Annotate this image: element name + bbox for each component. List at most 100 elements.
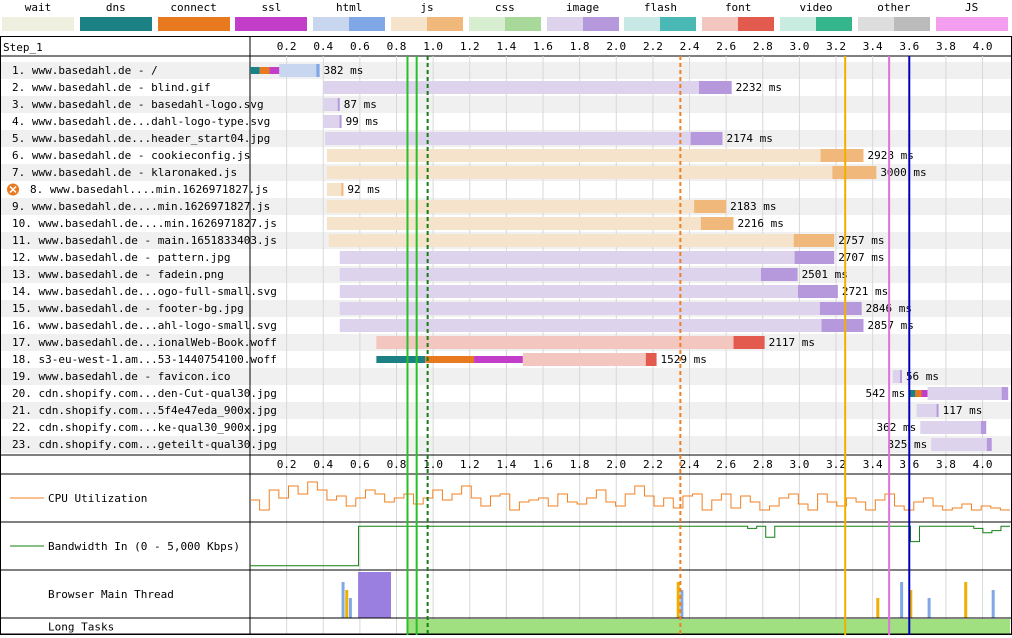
download-segment	[690, 132, 723, 145]
axis-tick-label: 3.4	[863, 458, 883, 471]
request-bar	[892, 370, 902, 383]
panel-label: Bandwidth In (0 - 5,000 Kbps)	[48, 540, 240, 553]
request-label: 14. www.basedahl.de...ogo-full-small.svg	[12, 285, 277, 298]
download-segment	[798, 285, 838, 298]
legend-label: connect	[170, 1, 217, 14]
axis-tick-label: 0.8	[387, 458, 407, 471]
axis-tick-label: 1.8	[570, 458, 590, 471]
legend-item-font: font	[700, 0, 776, 36]
legend-item-video: video	[778, 0, 854, 36]
request-label: 19. www.basedahl.de - favicon.ico	[12, 370, 231, 383]
request-bar	[339, 302, 862, 315]
download-segment	[832, 166, 877, 179]
legend-item-connect: connect	[156, 0, 232, 36]
request-bar	[927, 387, 1009, 400]
request-bar	[326, 166, 877, 179]
axis-tick-label: 0.4	[313, 458, 333, 471]
request-label: 8. www.basedahl....min.1626971827.js	[30, 183, 268, 196]
main-thread-spike	[964, 582, 968, 618]
axis-tick-label: 1.4	[496, 458, 516, 471]
legend-swatch	[313, 17, 386, 31]
download-segment	[316, 64, 320, 77]
legend-label: font	[724, 1, 752, 14]
download-segment	[936, 404, 939, 417]
request-bar	[522, 353, 657, 366]
panel-label: Browser Main Thread	[48, 588, 174, 601]
axis-tick-label: 2.6	[716, 458, 736, 471]
request-bar	[376, 336, 765, 349]
axis-tick-label: 1.8	[570, 40, 590, 53]
main-thread-spike	[348, 598, 352, 618]
legend-label: js	[420, 1, 434, 14]
request-bar	[339, 285, 838, 298]
request-label: 22. cdn.shopify.com...ke-qual30_900x.jpg	[12, 421, 277, 434]
waterfall-chart: Step_1 0.2 0.4 0.6 0.8 1.0 1.2 1.4 1.6 1.8 2.0 2.2 2…	[0, 36, 1012, 635]
axis-tick-label: 2.2	[643, 458, 663, 471]
ssl-segment	[269, 67, 280, 74]
axis-tick-label: 2.2	[643, 40, 663, 53]
request-time-label: 2707 ms	[838, 251, 884, 264]
legend-item-image: image	[545, 0, 621, 36]
legend-item-css: css	[467, 0, 543, 36]
request-label: 23. cdn.shopify.com...geteilt-qual30.jpg	[12, 438, 277, 451]
ssl-segment	[474, 356, 523, 363]
step-label: Step_1	[3, 41, 43, 54]
download-segment	[760, 268, 798, 281]
request-bar	[328, 234, 835, 247]
axis-tick-label: 4.0	[973, 40, 993, 53]
bandwidth-line	[250, 525, 1010, 567]
connect-segment	[259, 67, 270, 74]
axis-tick-label: 0.6	[350, 458, 370, 471]
request-bar	[326, 217, 734, 230]
axis-tick-label: 3.8	[936, 458, 956, 471]
request-time-label: 2174 ms	[726, 132, 772, 145]
axis-tick-label: 3.0	[789, 458, 809, 471]
legend-item-js-execution: JS Execution	[934, 0, 1010, 36]
request-bar	[920, 421, 987, 434]
request-label: 17. www.basedahl.de...ionalWeb-Book.woff	[12, 336, 277, 349]
download-segment	[698, 81, 732, 94]
legend-swatch	[79, 17, 152, 31]
main-thread-block	[358, 572, 392, 618]
axis-tick-label: 4.0	[973, 458, 993, 471]
legend-item-ssl: ssl	[233, 0, 309, 36]
request-time-label: 2183 ms	[730, 200, 776, 213]
axis-tick-label: 1.2	[460, 40, 480, 53]
ssl-segment	[921, 390, 928, 397]
legend-label: wait	[24, 1, 52, 14]
request-bar	[323, 115, 342, 128]
main-thread-spike	[991, 590, 995, 618]
main-thread-spike	[927, 598, 931, 618]
axis-tick-label: 0.6	[350, 40, 370, 53]
legend-swatch	[624, 17, 697, 31]
request-time-label: 56 ms	[906, 370, 939, 383]
error-icon-cross	[9, 185, 17, 194]
request-time-label: 2757 ms	[838, 234, 884, 247]
request-label: 15. www.basedahl.de - footer-bg.jpg	[12, 302, 244, 315]
legend-item-other: other	[856, 0, 932, 36]
waterfall-svg: Step_1 0.2 0.4 0.6 0.8 1.0 1.2 1.4 1.6 1.8 2.0 2.2 2…	[0, 36, 1012, 635]
legend-label: video	[799, 1, 833, 14]
request-label: 20. cdn.shopify.com...den-Cut-qual30.jpg	[12, 387, 277, 400]
cpu-line	[250, 481, 1010, 511]
request-bar	[339, 251, 835, 264]
axis-tick-label: 3.6	[899, 40, 919, 53]
request-label: 1. www.basedahl.de - /	[12, 64, 158, 77]
main-thread-spike	[900, 582, 904, 618]
request-bar	[326, 200, 727, 213]
download-segment	[794, 251, 835, 264]
legend-item-dns: dns	[78, 0, 154, 36]
legend-swatch	[157, 17, 230, 31]
download-segment	[820, 149, 864, 162]
legend-item-flash: flash	[622, 0, 698, 36]
axis-tick-label: 0.2	[277, 458, 297, 471]
request-time-label: 2232 ms	[736, 81, 782, 94]
request-time-label: 117 ms	[943, 404, 983, 417]
panel-label: Long Tasks	[48, 621, 114, 634]
request-label: 12. www.basedahl.de - pattern.jpg	[12, 251, 231, 264]
request-bar	[339, 268, 798, 281]
connect-segment	[915, 390, 922, 397]
request-bar	[339, 319, 864, 332]
request-time-label: 1529 ms	[661, 353, 707, 366]
request-bar	[323, 81, 732, 94]
